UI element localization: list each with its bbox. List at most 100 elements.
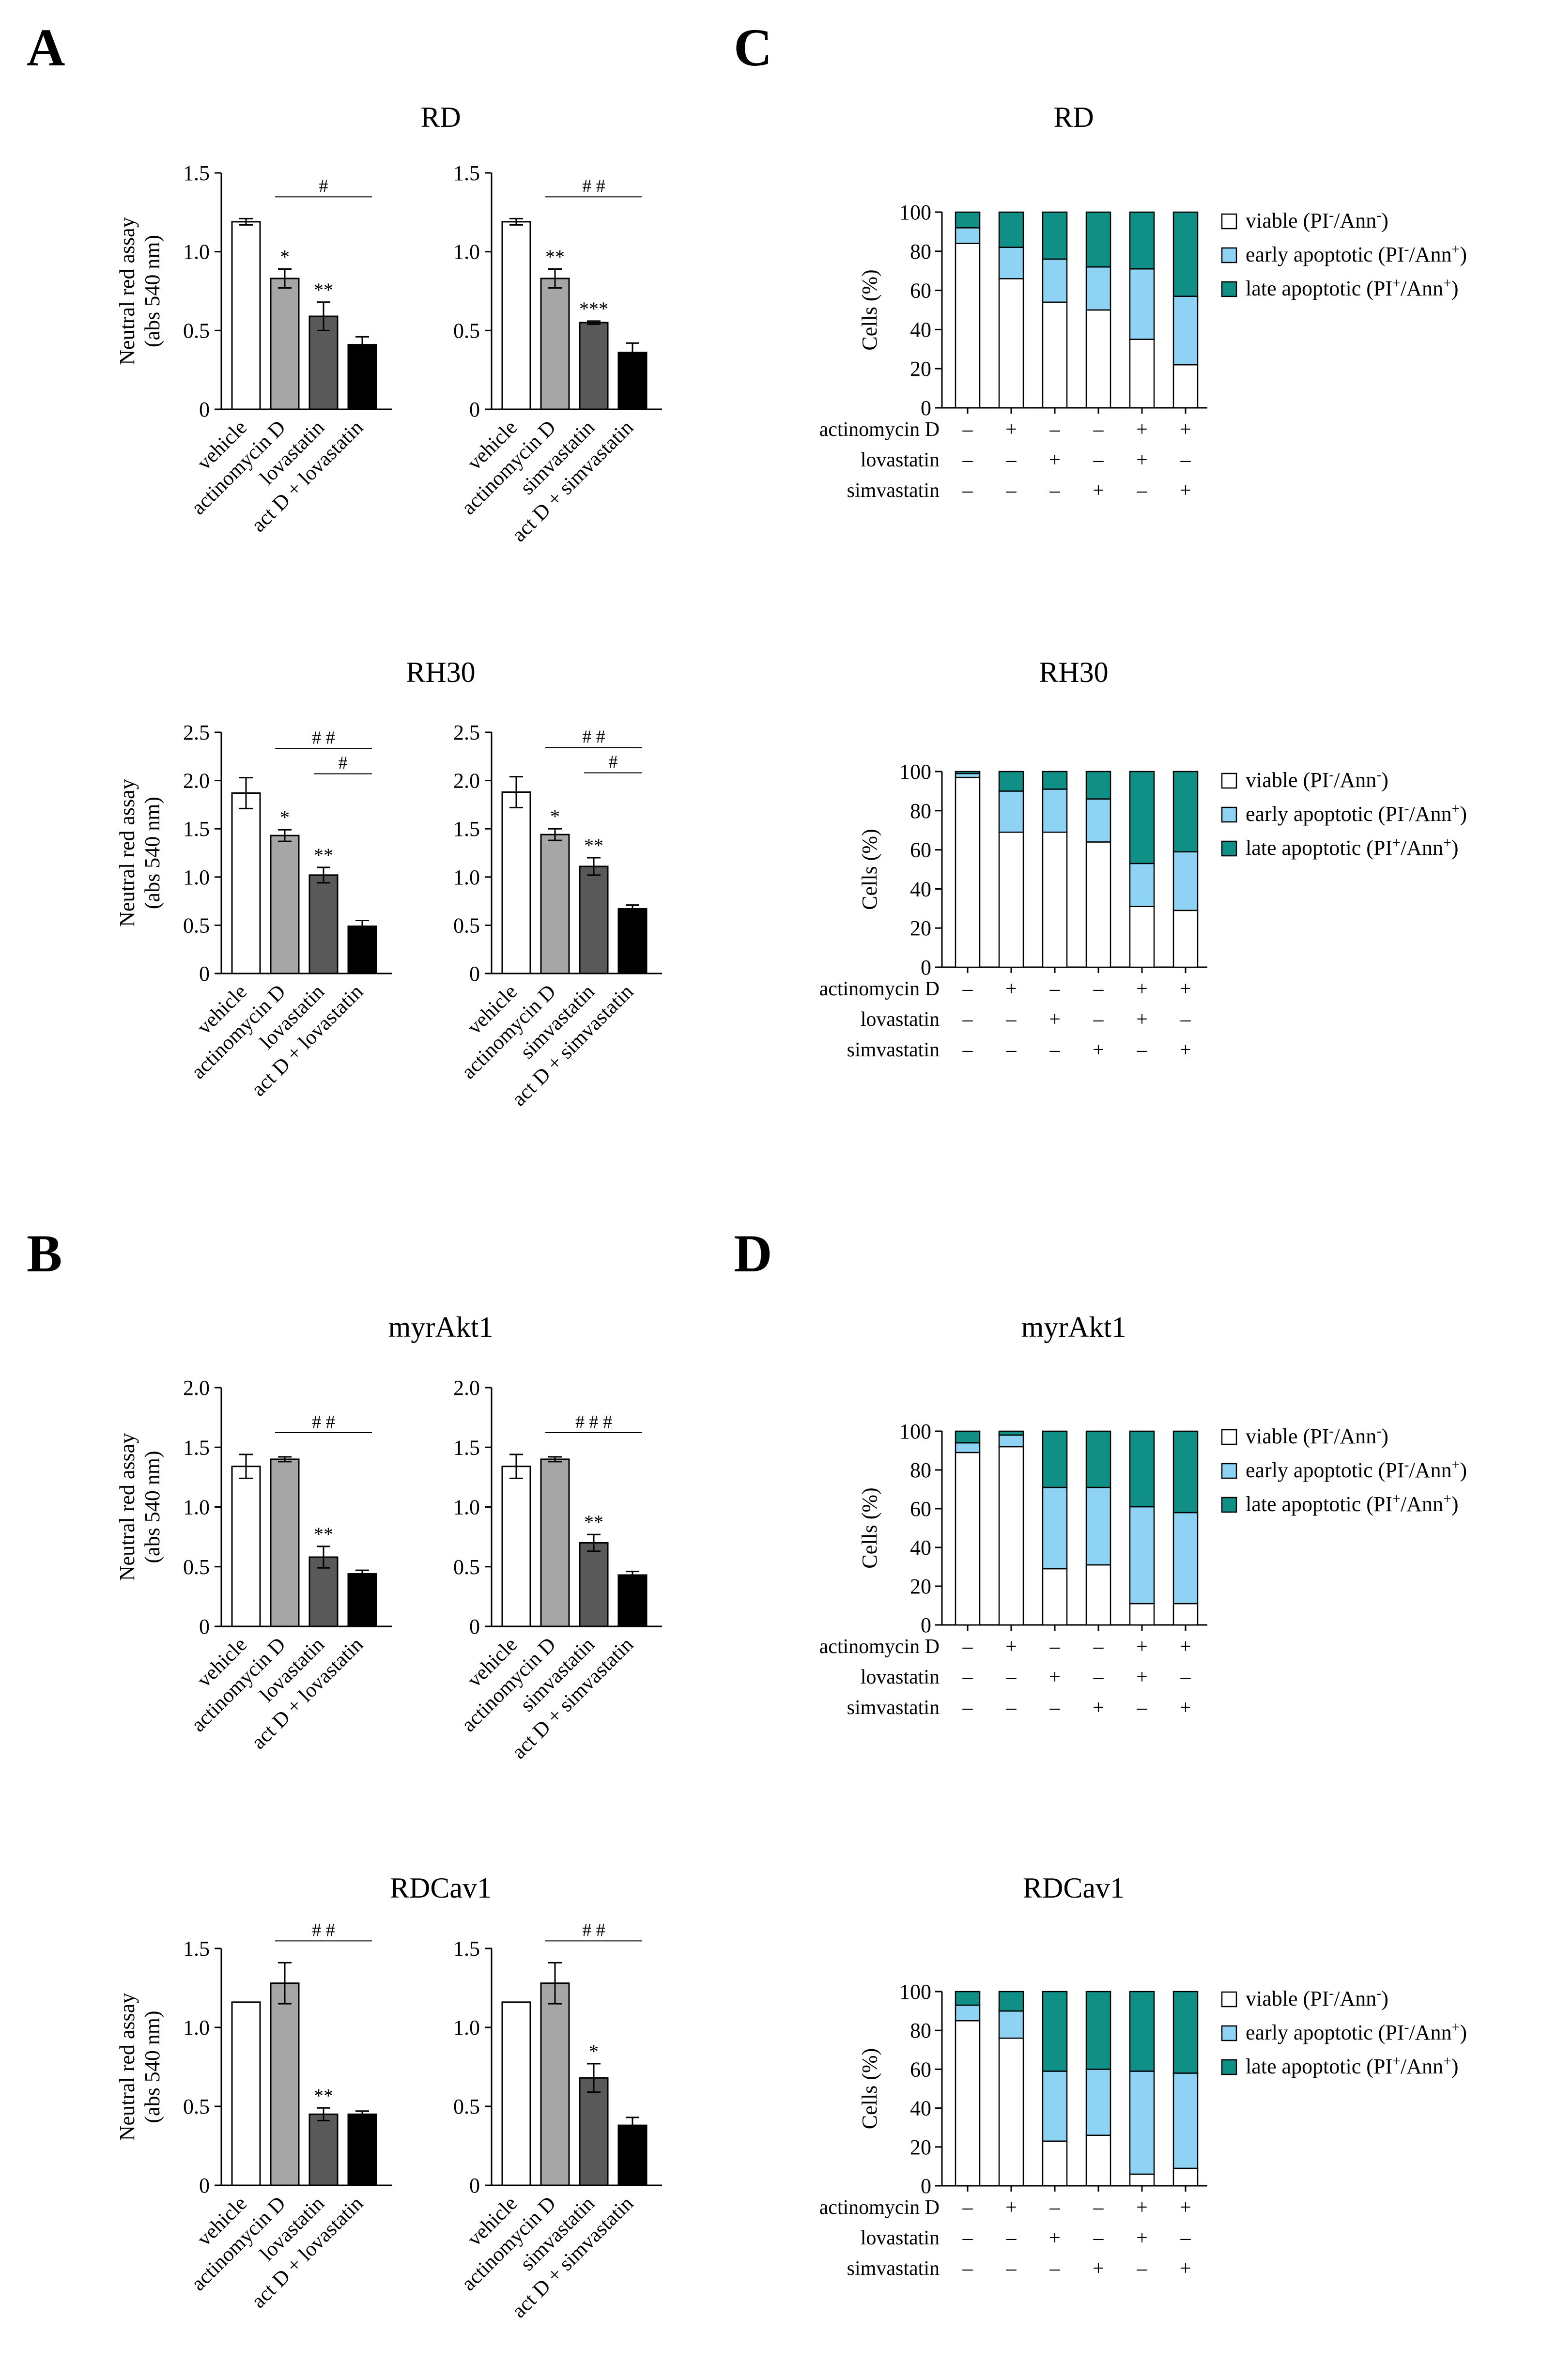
treatment-sign: –: [1137, 2257, 1148, 2280]
stacked-segment-late: [1172, 771, 1199, 852]
stacked-segment-viable: [1042, 1568, 1068, 1626]
treatment-label: actinomycin D: [819, 418, 940, 441]
treatment-sign: –: [1049, 479, 1061, 502]
y-tick-label: 0: [921, 396, 931, 420]
chart-title: RDCav1: [1023, 1872, 1125, 1904]
treatment-sign: –: [1093, 1008, 1104, 1031]
legend-swatch: [1221, 1497, 1237, 1513]
treatment-sign: –: [962, 2196, 973, 2219]
legend-swatch: [1221, 2025, 1237, 2041]
y-tick-label: 0: [469, 962, 480, 986]
treatment-sign: –: [962, 1039, 973, 1061]
stacked-segment-early: [1085, 798, 1111, 843]
stacked-segment-viable: [1172, 364, 1199, 409]
y-axis-label: Cells (%): [858, 829, 881, 910]
bar: [501, 2001, 531, 2186]
comparison-label: #: [339, 753, 348, 773]
treatment-sign: –: [1049, 1636, 1061, 1658]
treatment-sign: –: [1049, 1039, 1061, 1061]
stacked-segment-viable: [955, 2020, 981, 2187]
treatment-sign: –: [962, 449, 973, 471]
treatment-sign: –: [1137, 1039, 1148, 1061]
legend-label-part: late apoptotic (PI: [1246, 836, 1392, 860]
panel-label-b: B: [27, 1224, 62, 1283]
bar: [617, 2124, 648, 2186]
comparison-label: # # #: [575, 1412, 612, 1432]
legend-label-part: ): [1381, 209, 1388, 232]
significance-stars: **: [545, 246, 565, 267]
legend-label: late apoptotic (PI+/Ann+): [1246, 1491, 1459, 1516]
comparison-label: # #: [582, 1920, 605, 1940]
treatment-sign: +: [1180, 1636, 1191, 1658]
y-tick-label: 100: [899, 1420, 931, 1443]
stacked-segment-viable: [998, 1446, 1024, 1626]
stacked-segment-viable: [1129, 2173, 1155, 2187]
y-tick-label: 0.5: [183, 1555, 210, 1579]
treatment-sign: +: [1049, 449, 1061, 471]
treatment-sign: –: [1093, 978, 1104, 1000]
treatment-sign: –: [962, 1697, 973, 1719]
y-tick-label: 0: [921, 956, 931, 979]
bar: [347, 2113, 377, 2186]
legend-label-part: +: [1392, 275, 1401, 291]
stacked-segment-late: [998, 211, 1024, 248]
bar: [579, 1542, 609, 1627]
treatment-sign: +: [1180, 2196, 1191, 2219]
y-axis-label-line1: Neutral red assay: [115, 1433, 139, 1581]
legend-label: viable (PI-/Ann-): [1246, 207, 1388, 233]
legend-swatch: [1221, 247, 1237, 263]
y-axis-label-line1: Neutral red assay: [115, 217, 139, 365]
y-tick-label: 0: [469, 398, 480, 421]
legend-swatch: [1221, 1463, 1237, 1479]
panel-label-c: C: [734, 18, 772, 77]
legend-label-part: /Ann: [1334, 1424, 1376, 1448]
treatment-sign: +: [1093, 1697, 1104, 1719]
bar: [308, 2113, 339, 2186]
bar: [540, 1458, 570, 1627]
stacked-segment-early: [1172, 2072, 1199, 2169]
y-tick-label: 60: [910, 838, 931, 862]
stacked-segment-early: [998, 2010, 1024, 2039]
y-tick-label: 60: [910, 2057, 931, 2081]
y-tick-label: 20: [910, 357, 931, 381]
legend: viable (PI-/Ann-) early apoptotic (PI-/An…: [1221, 1985, 1467, 2078]
stacked-segment-viable: [1129, 906, 1155, 968]
stacked-segment-early: [1085, 1486, 1111, 1566]
treatment-sign: –: [1006, 2257, 1017, 2280]
bar-chart-B-myrAkt1: myrAkt1 0 0.5 1.0 1.5 2.0 Neutral red assay(ab…: [115, 1311, 662, 1763]
bar: [540, 1982, 570, 2186]
significance-stars: **: [314, 2085, 333, 2106]
treatment-sign: +: [1049, 2227, 1061, 2249]
y-tick-label: 2.0: [183, 769, 210, 793]
legend-label-part: early apoptotic (PI: [1246, 2021, 1404, 2044]
y-tick-label: 1.5: [183, 1937, 210, 1961]
legend-label-part: +: [1451, 2019, 1460, 2035]
legend-label-part: ): [1460, 1458, 1467, 1482]
treatment-sign: +: [1136, 978, 1148, 1000]
significance-stars: **: [314, 844, 333, 866]
bar: [231, 221, 261, 410]
treatment-sign: +: [1093, 2257, 1104, 2280]
treatment-label: lovastatin: [861, 449, 940, 471]
treatment-label: actinomycin D: [819, 1636, 940, 1658]
legend-label: early apoptotic (PI-/Ann+): [1246, 2019, 1467, 2045]
y-tick-label: 0.5: [453, 319, 480, 342]
bar: [540, 834, 570, 974]
legend-swatch: [1221, 806, 1237, 823]
y-tick-label: 1.5: [453, 1436, 480, 1459]
treatment-sign: –: [1006, 1039, 1017, 1061]
y-tick-label: 20: [910, 916, 931, 940]
y-tick-label: 1.5: [183, 161, 210, 185]
treatment-sign: +: [1005, 2196, 1017, 2219]
legend-label: viable (PI-/Ann-): [1246, 767, 1388, 792]
bar: [501, 1466, 531, 1627]
treatment-sign: +: [1136, 2196, 1148, 2219]
legend-label: viable (PI-/Ann-): [1246, 1985, 1388, 2011]
y-tick-label: 1.0: [183, 1496, 210, 1519]
y-tick-label: 100: [899, 201, 931, 224]
bar: [231, 1466, 261, 1627]
significance-stars: *: [280, 806, 290, 828]
